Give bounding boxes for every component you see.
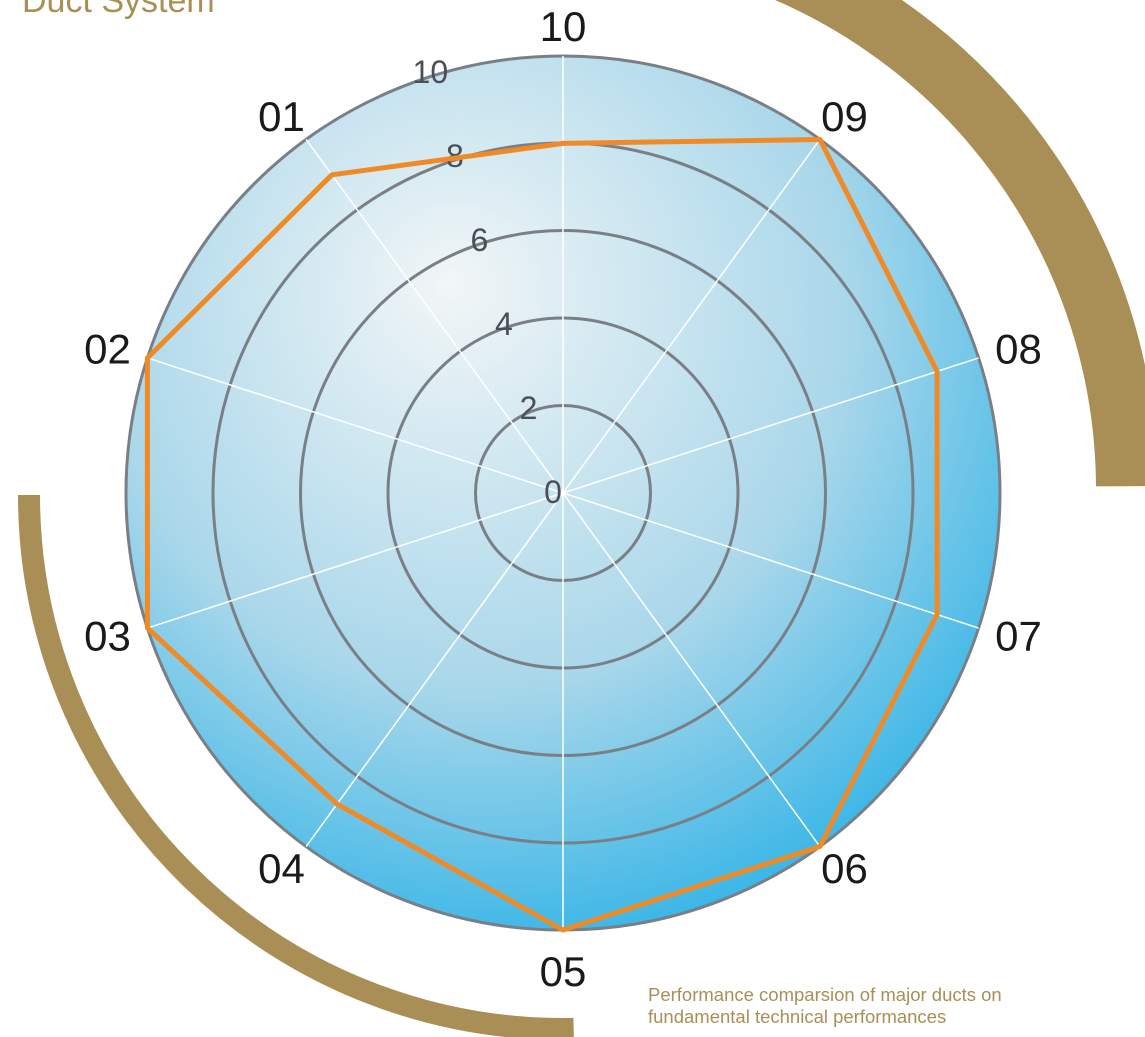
- category-label-09: 09: [821, 93, 868, 140]
- decorative-arcs: [18, 0, 1145, 1037]
- category-label-10: 10: [540, 3, 587, 50]
- series-point-06: [817, 844, 823, 850]
- category-label-03: 03: [84, 613, 131, 660]
- arc-bottom-left: [18, 494, 574, 1037]
- spoke-06: [562, 492, 821, 847]
- spoke-03: [147, 492, 564, 629]
- radial-tick-label: 4: [495, 306, 513, 342]
- category-label-06: 06: [821, 845, 868, 892]
- spoke-07: [562, 492, 979, 629]
- series-point-08: [934, 368, 940, 374]
- series-point-03: [144, 625, 150, 631]
- series-point-09: [817, 136, 823, 142]
- category-label-04: 04: [258, 845, 305, 892]
- spoke-04: [305, 492, 564, 847]
- spoke-01: [305, 139, 564, 494]
- category-label-07: 07: [995, 613, 1042, 660]
- radial-tick-label: 6: [471, 222, 489, 258]
- category-label-08: 08: [995, 325, 1042, 372]
- radar-series: [144, 136, 940, 933]
- series-point-05: [560, 927, 566, 933]
- series-point-02: [144, 355, 150, 361]
- series-point-04: [334, 801, 340, 807]
- caption-line-2: fundamental technical performances: [648, 1006, 947, 1027]
- category-label-01: 01: [258, 93, 305, 140]
- radial-tick-label: 0: [544, 474, 562, 510]
- spoke-09: [562, 139, 821, 494]
- category-label-05: 05: [540, 948, 587, 995]
- radial-tick-label: 10: [413, 54, 449, 90]
- series-point-01: [329, 172, 335, 178]
- series-point-07: [934, 612, 940, 618]
- caption-line-1: Performance comparsion of major ducts on: [648, 984, 1002, 1005]
- arc-top-right: [774, 0, 1145, 487]
- radial-tick-label: 2: [520, 390, 538, 426]
- category-label-02: 02: [84, 325, 131, 372]
- series-point-10: [560, 140, 566, 146]
- spoke-08: [562, 357, 979, 494]
- page-title: Duct System: [22, 0, 215, 20]
- chart-caption: Performance comparsion of major ducts on…: [648, 984, 1002, 1028]
- radar-spokes: [147, 56, 979, 930]
- spoke-02: [147, 357, 564, 494]
